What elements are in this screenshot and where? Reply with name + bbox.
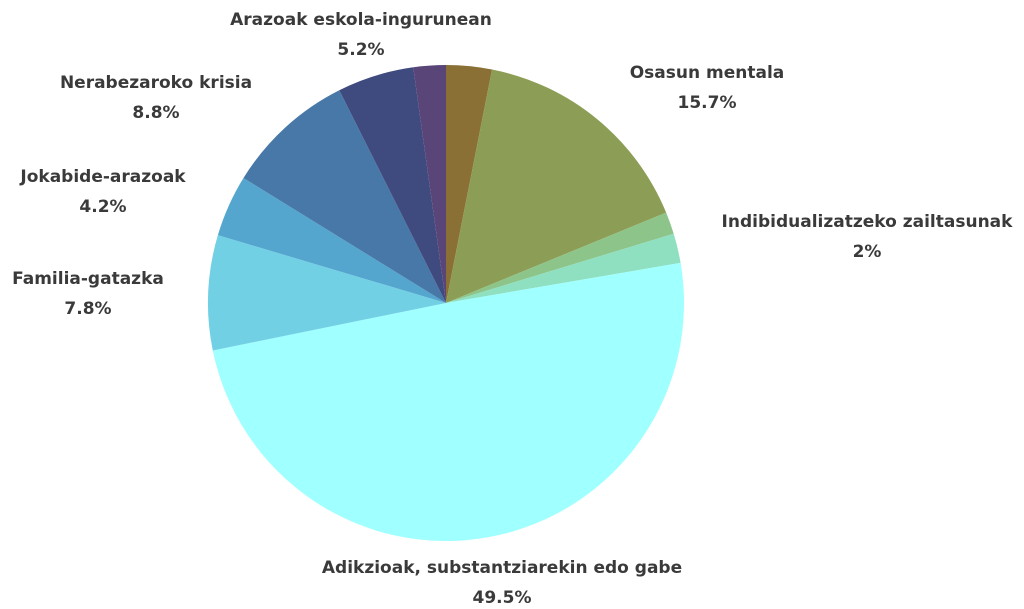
slice-label: Nerabezaroko krisia [60,73,252,93]
pie-slice [413,65,446,303]
slice-label: Osasun mentala [630,63,785,83]
slice-value: 4.2% [79,197,126,217]
pie-slice [446,212,674,303]
pie-slice [217,178,446,303]
slice-value: 2% [853,242,882,262]
slice-label: Arazoak eskola-ingurunean [230,10,492,30]
pie-slice [446,233,681,303]
pie-slice [212,262,685,542]
slice-label: Familia-gatazka [12,269,164,289]
slice-value: 7.8% [64,299,111,319]
pie-slice [207,235,446,351]
pie-slice [446,65,493,303]
slice-label: Indibidualizatzeko zailtasunak [722,212,1014,232]
slice-value: 8.8% [132,103,179,123]
slice-label: Jokabide-arazoak [19,167,186,187]
slice-label: Adikzioak, substantziarekin edo gabe [322,558,682,578]
slice-value: 5.2% [337,40,384,60]
slice-value: 49.5% [473,588,532,608]
pie-slice [339,67,446,304]
pie-slice [446,69,667,303]
pie-slice [243,90,446,303]
slice-value: 15.7% [678,93,737,113]
